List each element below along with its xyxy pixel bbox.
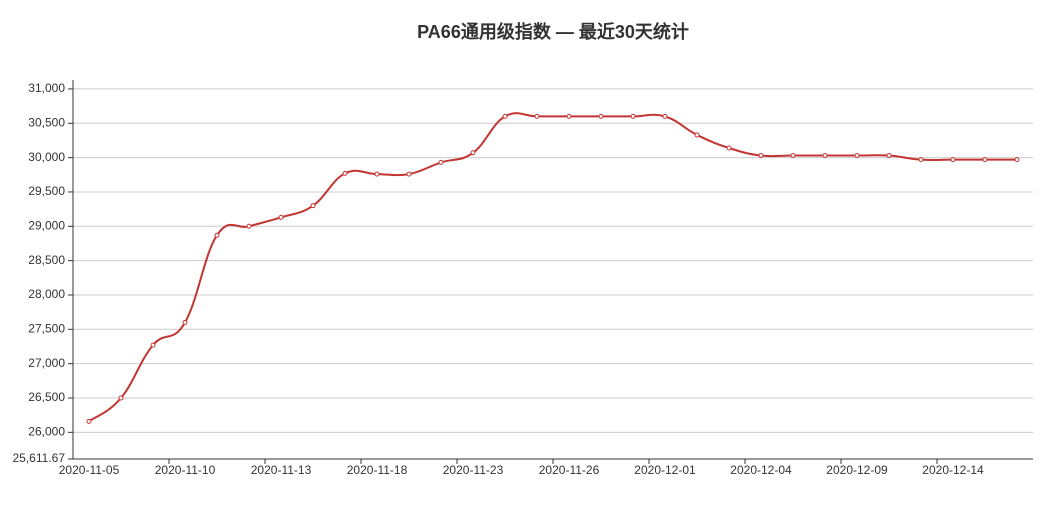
point	[982, 157, 988, 163]
point	[758, 153, 764, 159]
x-tick-label: 2020-11-23	[443, 463, 504, 477]
point	[726, 145, 732, 151]
y-tick-label: 29,000	[28, 218, 65, 232]
x-tick-label: 2020-12-14	[922, 463, 984, 477]
point	[246, 223, 252, 229]
point	[438, 159, 444, 165]
point	[566, 113, 572, 119]
y-tick-label: 28,500	[28, 253, 65, 267]
chart-title: PA66通用级指数 — 最近30天统计	[417, 21, 689, 42]
point	[310, 203, 316, 209]
y-tick-label: 30,500	[28, 115, 65, 129]
point	[470, 150, 476, 156]
point	[886, 153, 892, 159]
point	[854, 153, 860, 159]
point	[406, 171, 412, 177]
point	[630, 113, 636, 119]
point	[662, 113, 668, 119]
y-tick-label: 26,500	[28, 390, 65, 404]
x-tick-label: 2020-11-13	[251, 463, 312, 477]
point	[790, 153, 796, 159]
point	[918, 157, 924, 163]
y-tick-label: 29,500	[28, 184, 65, 198]
point	[214, 232, 220, 238]
point	[342, 170, 348, 176]
x-tick-label: 2020-11-18	[347, 463, 408, 477]
x-tick-label: 2020-11-10	[155, 463, 216, 477]
point	[502, 113, 508, 119]
x-tick-label: 2020-12-09	[826, 463, 888, 477]
y-tick-label: 27,000	[28, 356, 65, 370]
point	[694, 132, 700, 138]
y-tick-label: 27,500	[28, 321, 65, 335]
y-tick-label: 30,000	[28, 150, 65, 164]
point	[534, 113, 540, 119]
point	[150, 342, 156, 348]
point	[822, 153, 828, 159]
y-tick-label: 25,611.67	[13, 451, 66, 465]
point	[182, 319, 188, 325]
y-tick-label: 28,000	[28, 287, 65, 301]
point	[950, 157, 956, 163]
point	[598, 113, 604, 119]
point	[118, 395, 124, 401]
y-tick-label: 31,000	[28, 81, 65, 95]
point	[1014, 157, 1020, 163]
x-tick-label: 2020-11-05	[59, 463, 120, 477]
x-tick-label: 2020-12-04	[730, 463, 792, 477]
point	[278, 214, 284, 220]
y-tick-label: 26,000	[28, 425, 65, 439]
line	[88, 112, 1018, 423]
x-tick-label: 2020-12-01	[634, 463, 696, 477]
point	[86, 418, 92, 424]
x-tick-label: 2020-11-26	[539, 463, 600, 477]
point	[374, 171, 380, 177]
